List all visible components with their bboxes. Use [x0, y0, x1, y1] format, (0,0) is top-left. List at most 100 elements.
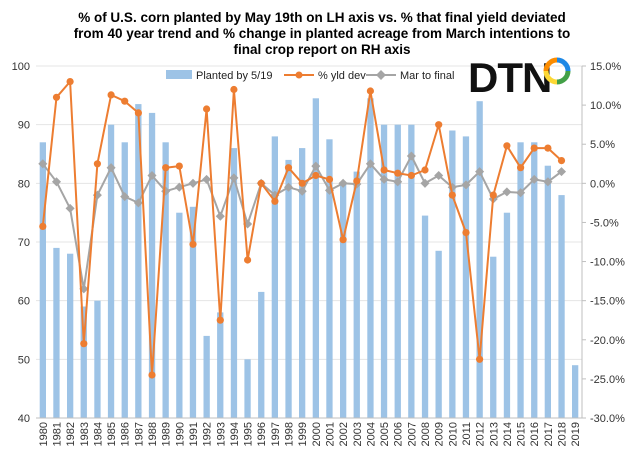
point-mar-to-final-1992 [202, 174, 212, 184]
x-axis-tick-label: 1981 [51, 422, 63, 446]
x-axis-tick-label: 1993 [215, 422, 227, 446]
x-axis-tick-label: 1994 [229, 422, 241, 446]
point-mar-to-final-2000 [311, 161, 321, 171]
bar-planted-1997 [271, 136, 278, 418]
bar-planted-2005 [380, 124, 388, 418]
x-axis-tick-label: 2003 [352, 422, 364, 446]
bar-planted-1991 [189, 206, 197, 418]
right-axis-tick-label: -20.0% [590, 335, 625, 347]
point-yld-dev-2002 [339, 236, 347, 244]
bar-planted-1990 [176, 212, 183, 418]
x-axis-tick-label: 1983 [79, 422, 91, 446]
right-axis-tick-label: 5.0% [590, 139, 615, 151]
x-axis-tick-label: 1996 [256, 422, 268, 446]
bar-planted-1989 [162, 142, 169, 419]
point-mar-to-final-2008 [420, 178, 430, 188]
point-yld-dev-2014 [503, 142, 511, 150]
logo-ring-icon [543, 57, 571, 85]
x-axis-tick-label: 2012 [475, 422, 487, 446]
point-yld-dev-2004 [366, 87, 374, 95]
bar-planted-2011 [462, 136, 470, 418]
right-axis-tick-label: 10.0% [590, 100, 621, 112]
bar-planted-2019 [572, 365, 579, 418]
bar-planted-1984 [94, 300, 101, 418]
x-axis-tick-label: 1986 [120, 422, 132, 446]
x-axis-tick-label: 1998 [284, 422, 296, 446]
point-yld-dev-1996 [257, 179, 265, 187]
line-series [38, 78, 567, 379]
bar-planted-2003 [353, 171, 360, 418]
point-mar-to-final-1985 [106, 163, 116, 173]
left-axis-tick-label: 40 [18, 413, 30, 425]
point-yld-dev-2015 [517, 164, 525, 172]
point-yld-dev-1991 [189, 240, 197, 248]
x-axis-tick-label: 2009 [434, 422, 446, 446]
legend-swatch-yield-marker [295, 71, 303, 79]
bar-planted-1980 [39, 142, 46, 419]
bar-planted-1982 [67, 253, 74, 418]
x-axis-tick-label: 2010 [447, 422, 459, 446]
point-yld-dev-1986 [121, 97, 129, 105]
x-axis-tick-label: 1988 [147, 422, 159, 446]
x-axis-tick-label: 1997 [270, 422, 282, 446]
bar-planted-2002 [340, 183, 347, 418]
right-axis-tick-label: -10.0% [590, 257, 625, 269]
point-yld-dev-1981 [52, 93, 61, 101]
legend: Planted by 5/19 % yld dev Mar to final [166, 70, 454, 82]
bar-planted-1996 [258, 291, 265, 418]
right-axis-tick-label: -5.0% [590, 217, 619, 229]
bar-planted-2007 [408, 124, 415, 418]
x-axis-tick-label: 2015 [516, 422, 528, 446]
title-line-2: from 40 year trend and % change in plant… [74, 26, 571, 41]
gridlines [36, 65, 582, 419]
point-yld-dev-2013 [489, 191, 497, 199]
bar-planted-1981 [53, 247, 60, 418]
title-line-1: % of U.S. corn planted by May 19th on LH… [78, 10, 566, 25]
left-axis-tick-label: 90 [18, 120, 30, 132]
x-axis-tick-label: 1990 [174, 422, 186, 446]
point-mar-to-final-2007 [406, 151, 416, 161]
right-axis-tick-label: 15.0% [590, 61, 621, 73]
bar-planted-2015 [517, 142, 524, 419]
legend-label-yield: % yld dev [318, 70, 366, 82]
x-axis-tick-label: 1992 [202, 422, 214, 446]
right-axis-tick-label: 0.0% [590, 178, 615, 190]
bar-planted-2017 [544, 165, 551, 418]
point-mar-to-final-1982 [65, 203, 75, 213]
x-axis-tick-label: 1985 [106, 422, 118, 446]
bar-planted-2008 [421, 215, 429, 418]
point-yld-dev-2000 [312, 171, 320, 180]
point-mar-to-final-1993 [215, 211, 225, 221]
point-yld-dev-2005 [380, 166, 388, 174]
point-yld-dev-2012 [476, 355, 484, 363]
bar-planted-1994 [230, 148, 238, 418]
x-axis-tick-label: 2000 [311, 422, 323, 446]
x-axis-tick-label: 2011 [461, 422, 473, 446]
point-yld-dev-1998 [284, 164, 293, 172]
x-axis-tick-label: 1989 [161, 422, 173, 446]
x-axis-tick-label: 2016 [529, 422, 541, 446]
bar-planted-1986 [121, 142, 128, 419]
x-axis-tick-label: 2004 [365, 422, 377, 446]
bar-planted-2006 [394, 124, 401, 418]
bar-planted-1993 [217, 312, 224, 418]
point-yld-dev-2016 [530, 144, 538, 152]
x-axis-tick-label: 1982 [65, 422, 77, 446]
logo-text: DTN [468, 54, 551, 101]
point-yld-dev-1985 [107, 91, 115, 99]
point-mar-to-final-1981 [51, 177, 62, 187]
bar-planted-1987 [135, 104, 142, 418]
x-axis-tick-label: 2008 [420, 422, 432, 446]
point-yld-dev-1993 [216, 316, 224, 324]
point-yld-dev-2007 [407, 171, 415, 180]
point-yld-dev-1980 [39, 222, 47, 230]
point-mar-to-final-1991 [188, 178, 198, 188]
title-line-3: final crop report on RH axis [233, 42, 410, 57]
x-axis-tick-label: 1984 [92, 422, 104, 446]
x-axis-tick-label: 1987 [133, 422, 145, 446]
bar-planted-1995 [244, 359, 251, 418]
bar-planted-2001 [326, 139, 333, 419]
point-yld-dev-1983 [80, 340, 88, 348]
